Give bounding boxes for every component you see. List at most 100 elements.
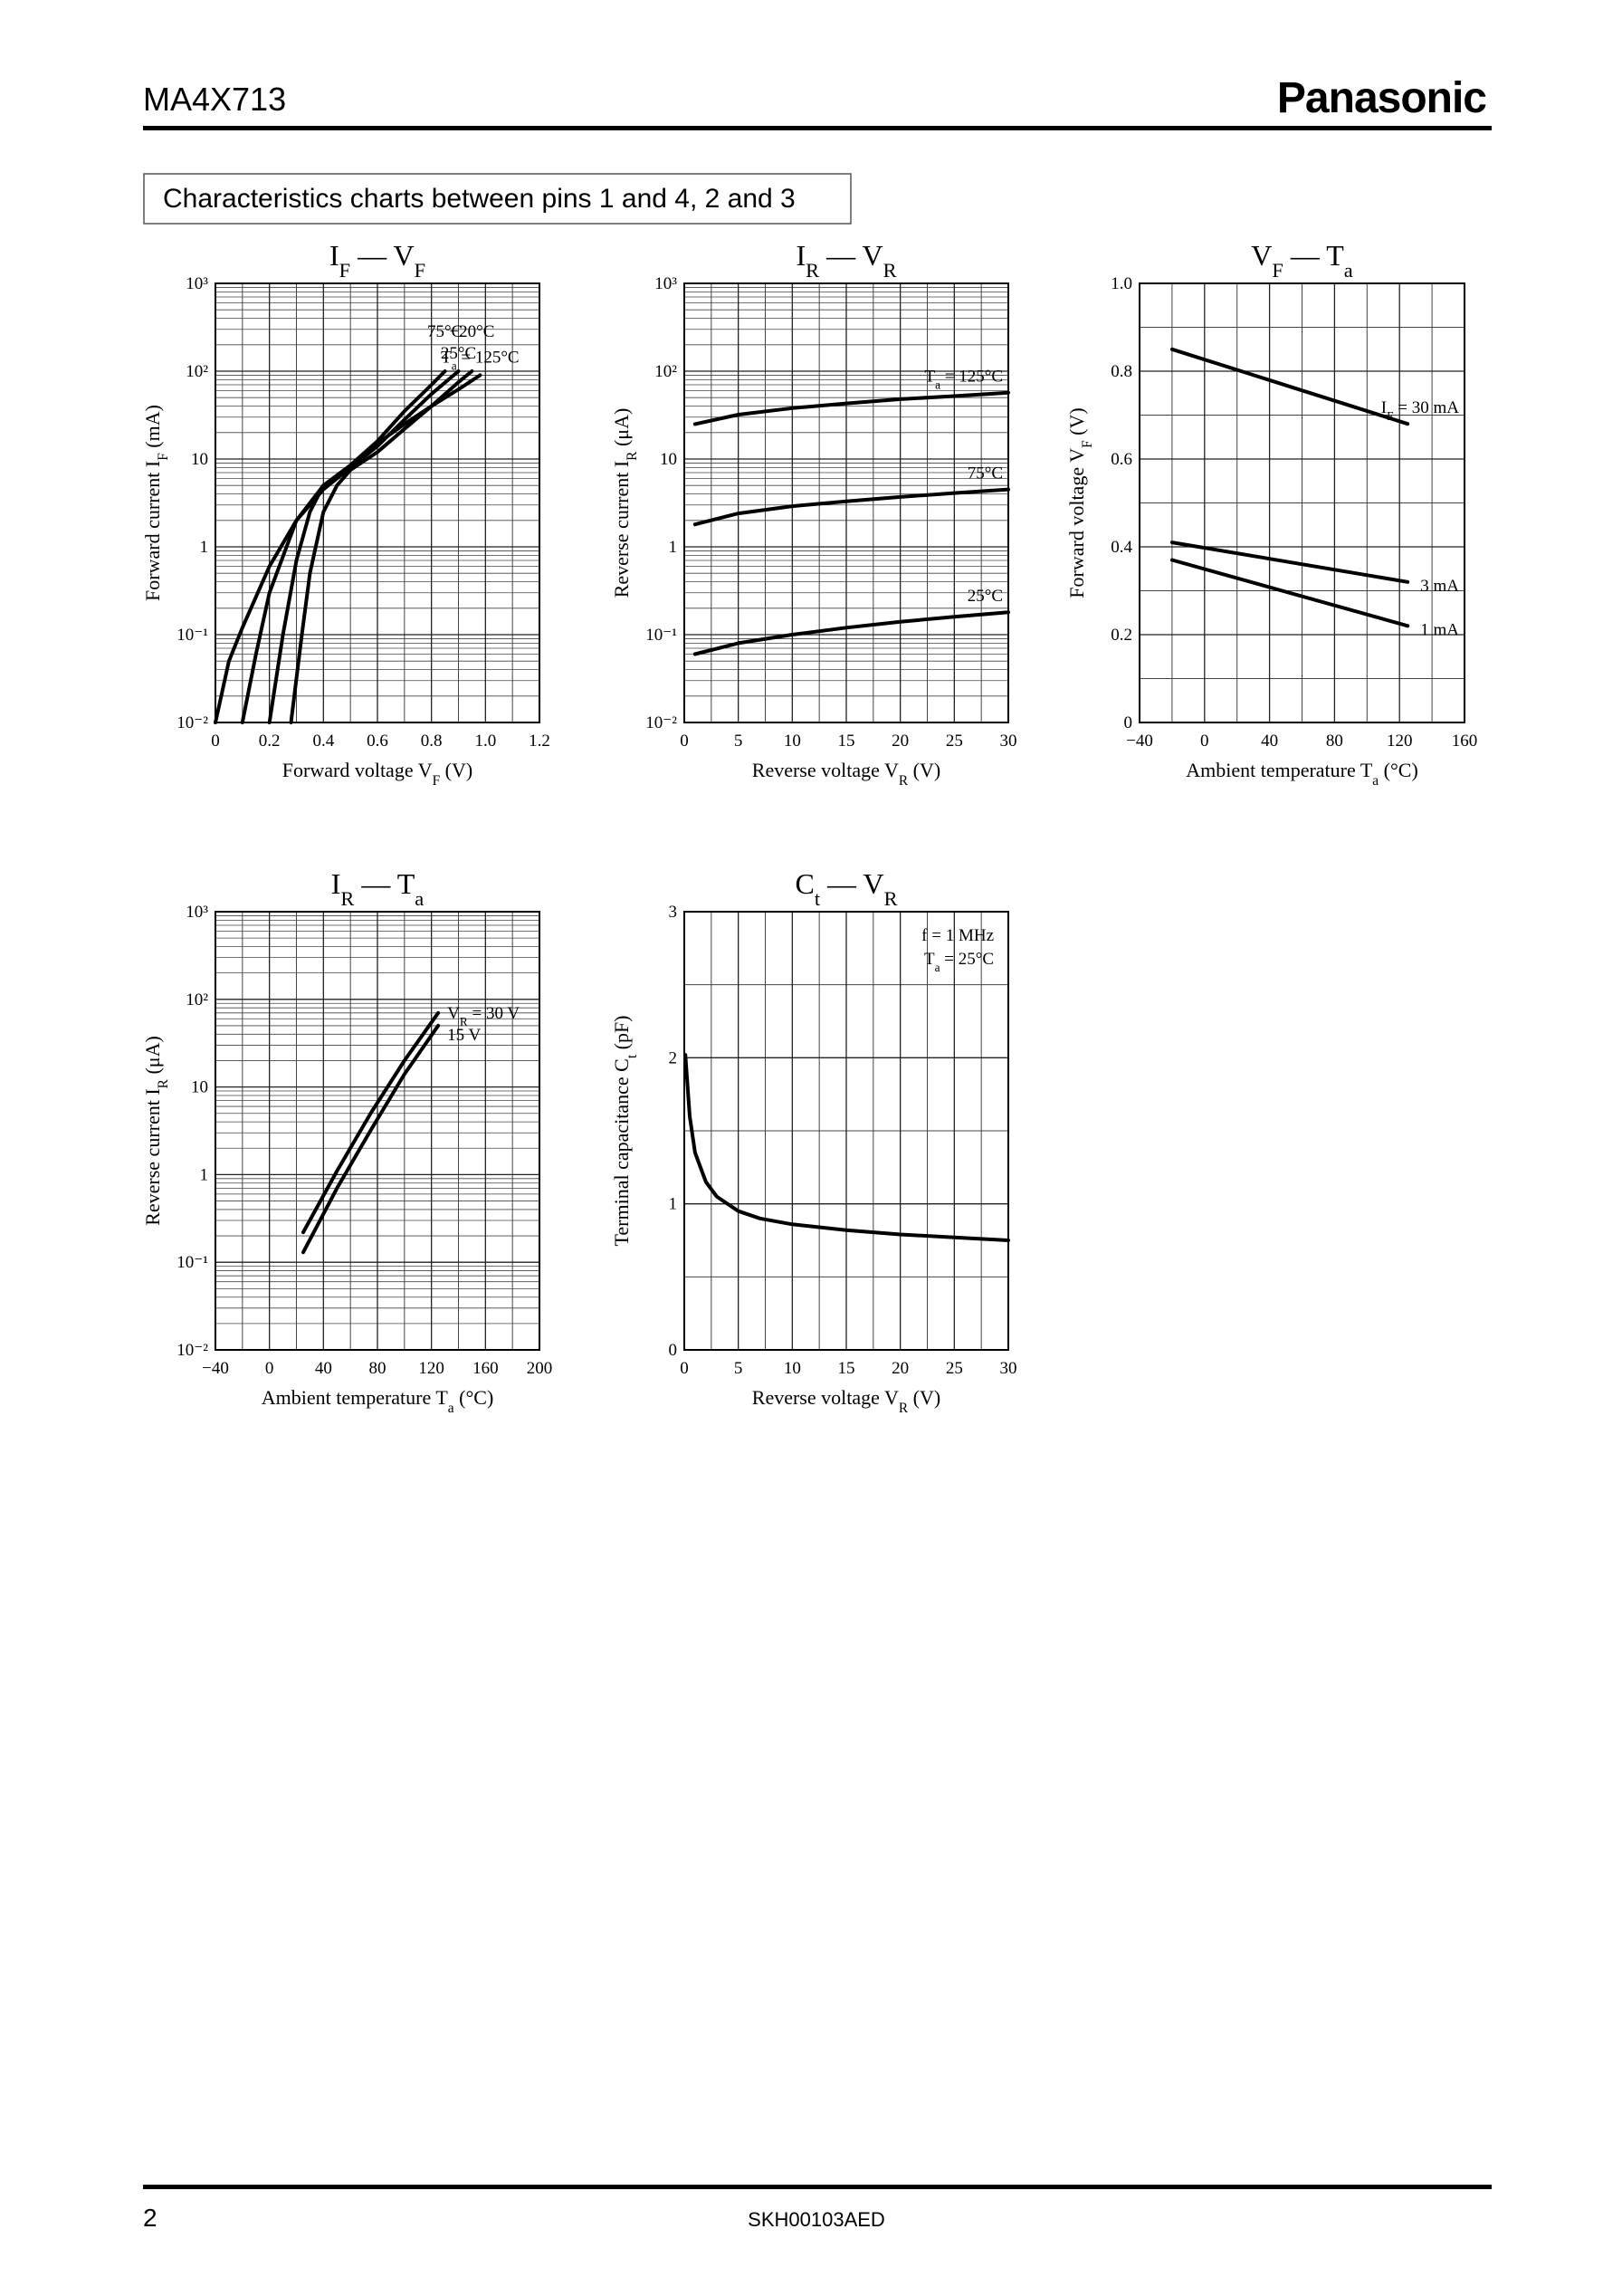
data-line: [1169, 541, 1410, 584]
x-axis-label: Reverse voltage VR (V): [752, 759, 940, 789]
x-tick-label: 5: [734, 732, 743, 751]
series-label-part: V: [447, 1004, 460, 1023]
chart-title-sub: R: [806, 259, 819, 282]
annotation-part: = 25°C: [940, 950, 995, 969]
series-label: 1 mA: [1420, 620, 1459, 639]
section-title: Characteristics charts between pins 1 an…: [163, 184, 796, 214]
section-box: [143, 173, 852, 225]
data-line: [692, 610, 1010, 656]
data-line: [301, 1010, 441, 1235]
y-axis-label-part: Forward voltage V: [1065, 448, 1088, 598]
x-tick-label: 0: [211, 732, 220, 751]
chart-title-sub: F: [339, 259, 350, 282]
x-tick-label: 25: [946, 732, 963, 751]
x-tick-label: 15: [838, 1359, 855, 1378]
y-tick-label: 10²: [186, 362, 208, 381]
y-tick-label: 1: [200, 1165, 209, 1184]
y-tick-label: 0.6: [1111, 450, 1132, 469]
chart-title-sub: F: [1272, 259, 1283, 282]
x-tick-label: 40: [315, 1359, 332, 1378]
y-tick-label: 10⁻²: [177, 713, 208, 732]
y-axis-label-sub: R: [625, 451, 640, 461]
series-label: 25°C: [968, 587, 1003, 606]
series-label: 75°C: [427, 322, 463, 341]
data-line: [214, 373, 482, 724]
x-tick-label: 20: [892, 732, 909, 751]
y-axis-label-part: (V): [1065, 407, 1088, 440]
x-tick-label: 0: [265, 1359, 274, 1378]
chart-title-sub: a: [1344, 259, 1353, 282]
chart-title-part: I: [796, 239, 806, 272]
y-tick-label: 1: [669, 538, 678, 557]
series-label: 3 mA: [1420, 577, 1459, 596]
x-tick-label: 120: [1387, 732, 1413, 751]
series-label: 25°C: [441, 344, 476, 363]
x-tick-label: 10: [784, 732, 801, 751]
plot-frame: [215, 282, 540, 723]
x-tick-label: 0: [1200, 732, 1209, 751]
chart-title-part: — T: [354, 867, 415, 900]
x-axis-label: Reverse voltage VR (V): [752, 1386, 940, 1416]
data-line: [692, 487, 1010, 527]
y-tick-label: 3: [669, 903, 678, 922]
chart-title-part: — V: [350, 239, 415, 272]
page-number: 2: [143, 2204, 157, 2232]
y-tick-label: 1: [200, 538, 209, 557]
y-tick-label: 0: [1124, 713, 1133, 732]
series-label: IF = 30 mA: [1381, 398, 1459, 423]
y-axis-label-sub: F: [1080, 440, 1095, 448]
y-tick-label: 10: [191, 1078, 208, 1097]
x-axis-label: Forward voltage VF (V): [282, 759, 472, 789]
x-tick-label: 25: [946, 1359, 963, 1378]
x-tick-label: 0.4: [312, 732, 334, 751]
x-tick-label: 5: [734, 1359, 743, 1378]
y-tick-label: 10⁻¹: [645, 626, 677, 645]
series-label-part: = 30 mA: [1394, 398, 1460, 417]
x-tick-label: 160: [1452, 732, 1478, 751]
y-tick-label: 10⁻¹: [177, 1253, 208, 1272]
annotation: f = 1 MHz: [921, 926, 994, 945]
data-line: [1169, 558, 1410, 628]
header-rule: [143, 126, 1492, 130]
data-line: [692, 390, 1010, 426]
y-tick-label: 10³: [186, 274, 208, 293]
x-axis-label: Ambient temperature Ta (°C): [1186, 759, 1418, 789]
annotation: Ta = 25°C: [924, 950, 994, 974]
x-axis-label-part: (V): [908, 759, 940, 781]
y-axis-label-sub: t: [625, 1054, 640, 1058]
x-tick-label: 0.6: [367, 732, 388, 751]
chart-title-sub: F: [415, 259, 425, 282]
y-tick-label: 1.0: [1111, 274, 1132, 293]
chart-title-sub: a: [415, 887, 424, 910]
chart-title-part: V: [1251, 239, 1272, 272]
y-axis-label-part: (μA): [610, 408, 633, 452]
chart-title: IR — VR: [796, 239, 896, 282]
x-tick-label: 10: [784, 1359, 801, 1378]
plot-frame: [1139, 282, 1465, 723]
x-tick-label: 40: [1261, 732, 1278, 751]
x-tick-label: 0: [680, 732, 689, 751]
x-tick-label: 200: [527, 1359, 553, 1378]
footer-rule: [143, 2185, 1492, 2189]
y-tick-label: 0.4: [1111, 538, 1132, 557]
x-tick-label: 80: [369, 1359, 386, 1378]
y-axis-label: Forward current IF (mA): [141, 405, 171, 601]
y-tick-label: 10⁻¹: [177, 626, 208, 645]
chart-title-part: — V: [819, 239, 883, 272]
y-tick-label: 10: [660, 450, 677, 469]
x-axis-label-sub: F: [433, 773, 441, 789]
chart-title-sub: R: [340, 887, 354, 910]
series-label: VR = 30 V: [447, 1004, 520, 1028]
series-label-part: T: [924, 368, 935, 387]
y-axis-label: Reverse current IR (μA): [610, 408, 640, 598]
x-tick-label: 30: [1000, 1359, 1017, 1378]
x-axis-label-part: Ambient temperature T: [1186, 759, 1373, 781]
chart-title: VF — Ta: [1251, 239, 1353, 282]
x-axis-label-part: Reverse voltage V: [752, 759, 899, 781]
series-label-part: I: [1381, 398, 1387, 417]
x-axis-label-part: (°C): [454, 1386, 494, 1409]
x-axis-label-sub: a: [1372, 773, 1379, 789]
data-line: [289, 369, 474, 724]
annotation-sub: a: [935, 961, 940, 974]
